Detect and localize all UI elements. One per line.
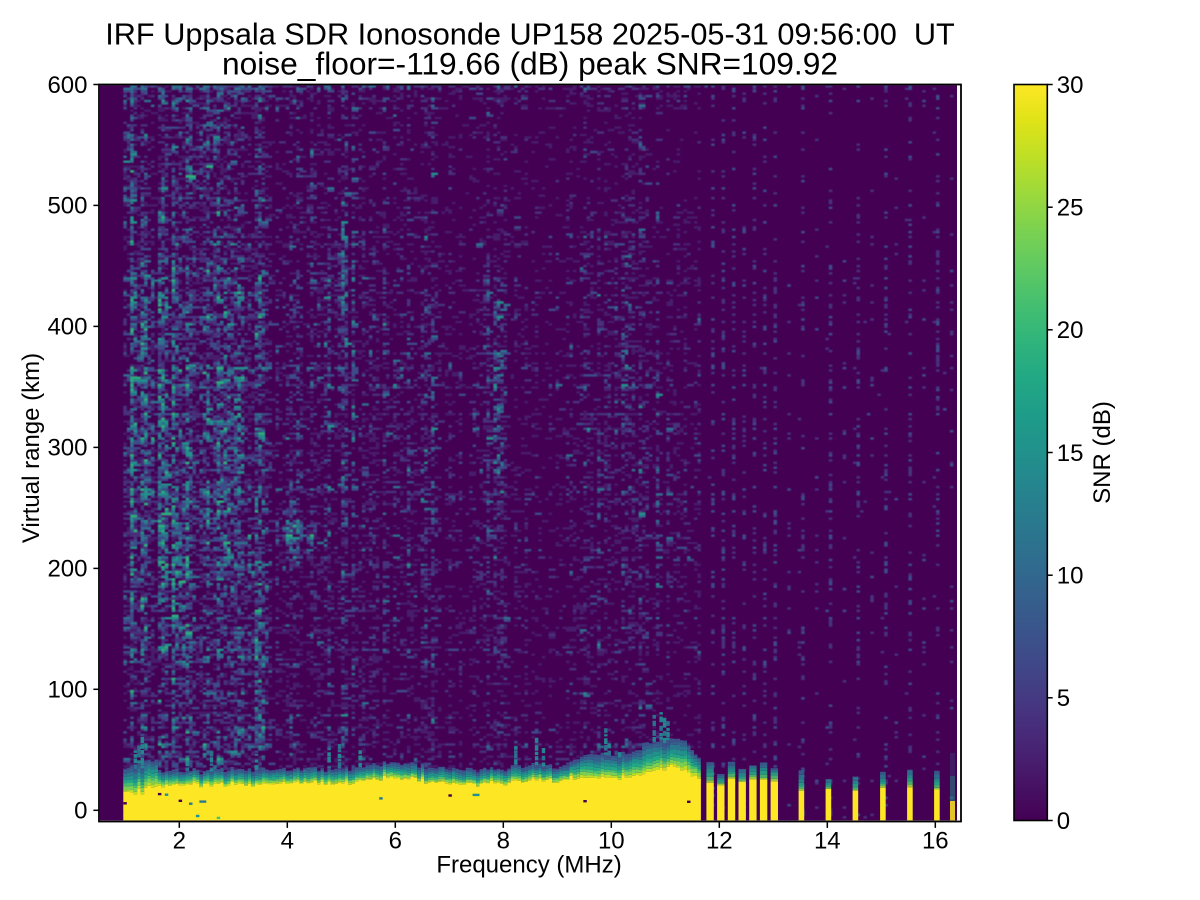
svg-text:10: 10: [598, 828, 625, 855]
svg-text:SNR (dB): SNR (dB): [1089, 401, 1116, 504]
svg-text:20: 20: [1057, 317, 1084, 344]
svg-text:100: 100: [47, 677, 87, 704]
svg-text:500: 500: [47, 193, 87, 220]
svg-text:600: 600: [47, 72, 87, 99]
svg-text:14: 14: [814, 828, 841, 855]
svg-text:400: 400: [47, 314, 87, 341]
svg-text:10: 10: [1057, 563, 1084, 590]
svg-text:2: 2: [173, 828, 186, 855]
svg-text:0: 0: [74, 798, 87, 825]
svg-text:15: 15: [1057, 440, 1084, 467]
svg-text:Virtual range (km): Virtual range (km): [18, 353, 45, 543]
svg-text:12: 12: [706, 828, 733, 855]
svg-text:8: 8: [497, 828, 510, 855]
svg-text:4: 4: [281, 828, 294, 855]
svg-text:200: 200: [47, 556, 87, 583]
svg-text:0: 0: [1057, 808, 1070, 835]
svg-text:noise_floor=-119.66 (dB) peak: noise_floor=-119.66 (dB) peak SNR=109.92: [222, 46, 838, 82]
svg-text:IRF Uppsala SDR Ionosonde UP15: IRF Uppsala SDR Ionosonde UP158 2025-05-…: [105, 17, 955, 52]
svg-text:5: 5: [1057, 685, 1070, 712]
svg-text:30: 30: [1057, 72, 1084, 99]
svg-text:16: 16: [922, 828, 949, 855]
svg-text:25: 25: [1057, 195, 1084, 222]
svg-text:6: 6: [389, 828, 402, 855]
svg-text:300: 300: [47, 435, 87, 462]
svg-text:Frequency (MHz): Frequency (MHz): [436, 851, 621, 878]
